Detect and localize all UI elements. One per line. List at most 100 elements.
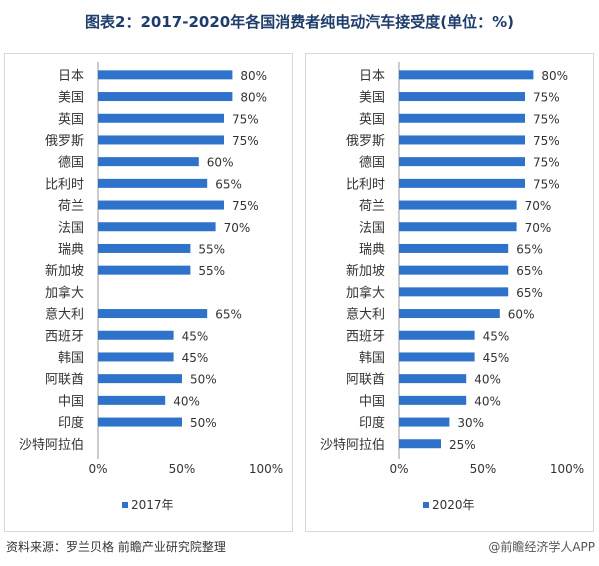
data-label: 40% [474, 373, 501, 387]
category-label: 阿联酋 [346, 372, 385, 388]
data-label: 55% [198, 264, 225, 278]
category-label: 法国 [58, 221, 84, 236]
bar [399, 70, 534, 80]
category-label: 瑞典 [58, 242, 84, 257]
bar [98, 330, 174, 340]
data-label: 45% [483, 351, 510, 365]
data-label: 70% [525, 221, 552, 235]
category-label: 美国 [58, 91, 84, 106]
data-label: 70% [525, 199, 552, 213]
data-label: 60% [207, 156, 234, 170]
legend-label: 2020年 [432, 498, 475, 512]
bar [98, 374, 182, 384]
bar [98, 135, 224, 145]
data-label: 75% [232, 112, 259, 126]
data-label: 45% [182, 329, 209, 343]
bar [399, 439, 441, 449]
x-tick-label: 50% [169, 462, 196, 476]
category-label: 韩国 [359, 351, 385, 366]
data-label: 40% [173, 394, 200, 408]
bar [98, 157, 199, 167]
bar [98, 92, 233, 102]
chart-title: 图表2：2017-2020年各国消费者纯电动汽车接受度(单位：%) [85, 13, 514, 31]
x-tick-label: 0% [389, 462, 408, 476]
x-tick-label: 50% [470, 462, 497, 476]
data-label: 50% [190, 416, 217, 430]
category-label: 荷兰 [359, 199, 385, 214]
data-label: 40% [474, 394, 501, 408]
source-note: 资料来源：罗兰贝格 前瞻产业研究院整理 [6, 540, 226, 554]
data-label: 65% [516, 242, 543, 256]
data-label: 75% [533, 134, 560, 148]
category-label: 意大利 [346, 307, 385, 323]
bar [399, 113, 525, 123]
bar-chart-2020: 日本 80% 美国 75% 英国 75% 俄罗斯 75% 德国 75% 比利时 75% 荷兰 70% 法国 7… [320, 62, 584, 512]
category-label: 英国 [58, 112, 84, 127]
data-label: 80% [541, 69, 568, 83]
bar [98, 395, 166, 405]
category-label: 中国 [359, 394, 385, 409]
bar-chart-2017: 日本 80% 美国 80% 英国 75% 俄罗斯 75% 德国 60% 比利时 65% 荷兰 75% 法国 7… [19, 62, 283, 512]
bar [399, 92, 525, 102]
data-label: 45% [182, 351, 209, 365]
category-label: 韩国 [58, 351, 84, 366]
bar [98, 265, 191, 275]
data-label: 30% [457, 416, 484, 430]
data-label: 50% [190, 373, 217, 387]
data-label: 45% [483, 329, 510, 343]
bar [399, 135, 525, 145]
chart-panel-2017: 日本 80% 美国 80% 英国 75% 俄罗斯 75% 德国 60% 比利时 65% 荷兰 75% 法国 7… [4, 53, 293, 532]
category-label: 英国 [359, 112, 385, 127]
category-label: 意大利 [45, 307, 84, 323]
category-label: 荷兰 [58, 199, 84, 214]
bar [98, 222, 216, 232]
chart-panel-2020: 日本 80% 美国 75% 英国 75% 俄罗斯 75% 德国 75% 比利时 75% 荷兰 70% 法国 7… [305, 53, 594, 532]
category-label: 俄罗斯 [45, 134, 84, 149]
category-label: 比利时 [346, 177, 385, 192]
category-label: 新加坡 [346, 263, 385, 279]
data-label: 80% [240, 91, 267, 105]
legend-swatch [423, 502, 429, 508]
data-label: 70% [224, 221, 251, 235]
bar [399, 395, 467, 405]
bar [98, 70, 233, 80]
x-tick-label: 100% [550, 462, 584, 476]
bar [399, 178, 525, 188]
category-label: 德国 [58, 156, 84, 171]
bar [399, 265, 509, 275]
category-label: 比利时 [45, 177, 84, 192]
category-label: 瑞典 [359, 242, 385, 257]
category-label: 加拿大 [346, 285, 385, 301]
category-label: 西班牙 [45, 329, 84, 344]
category-label: 日本 [359, 69, 385, 84]
bar [98, 309, 208, 319]
category-label: 日本 [58, 69, 84, 84]
category-label: 俄罗斯 [346, 134, 385, 149]
data-label: 25% [449, 438, 476, 452]
data-label: 65% [215, 308, 242, 322]
category-label: 印度 [58, 415, 84, 431]
legend-swatch [122, 502, 128, 508]
bar [399, 157, 525, 167]
bar [399, 417, 450, 427]
data-label: 75% [533, 91, 560, 105]
data-label: 75% [232, 199, 259, 213]
bar [98, 178, 208, 188]
bar [399, 200, 517, 210]
legend-label: 2017年 [131, 498, 174, 512]
bar [98, 113, 224, 123]
category-label: 法国 [359, 221, 385, 236]
category-label: 新加坡 [45, 263, 84, 279]
category-label: 德国 [359, 156, 385, 171]
bar [399, 309, 500, 319]
category-label: 加拿大 [45, 285, 84, 301]
bar [98, 200, 224, 210]
x-tick-label: 100% [249, 462, 283, 476]
category-label: 西班牙 [346, 329, 385, 344]
bar [98, 243, 191, 253]
bar [399, 352, 475, 362]
category-label: 阿联酋 [45, 372, 84, 388]
x-tick-label: 0% [88, 462, 107, 476]
data-label: 55% [198, 242, 225, 256]
category-label: 印度 [359, 415, 385, 431]
